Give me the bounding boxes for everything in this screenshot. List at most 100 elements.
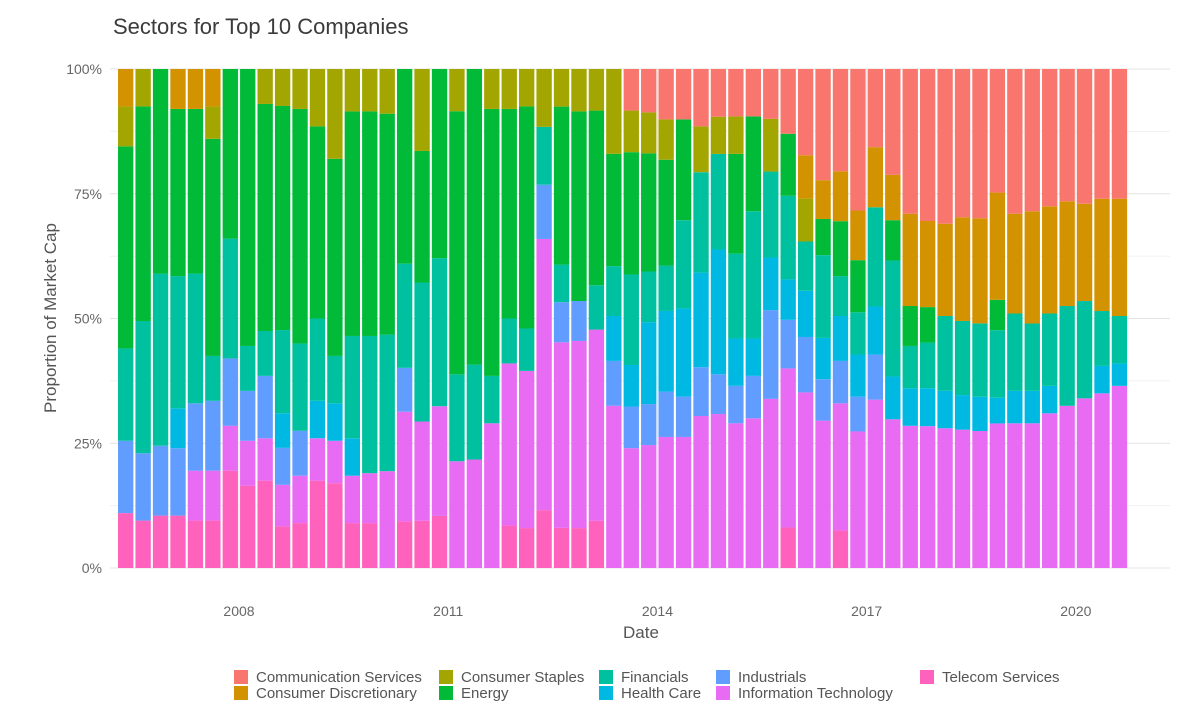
bar-segment-health-care bbox=[170, 408, 186, 449]
bar-segment-consumer-discretionary bbox=[867, 147, 884, 208]
bar-segment-information-technology bbox=[728, 423, 744, 568]
bar-segment-energy bbox=[274, 105, 291, 331]
bar-segment-industrials bbox=[222, 358, 238, 426]
bar-segment-energy bbox=[449, 111, 465, 375]
bar-segment-energy bbox=[623, 152, 639, 275]
legend-swatch bbox=[716, 686, 730, 700]
bar-segment-information-technology bbox=[850, 431, 866, 568]
bar-segment-energy bbox=[780, 133, 796, 196]
bar-segment-energy bbox=[414, 150, 430, 283]
bar-segment-consumer-discretionary bbox=[1059, 201, 1075, 307]
bar-segment-consumer-staples bbox=[519, 69, 535, 107]
bar-segment-consumer-discretionary bbox=[1076, 203, 1093, 302]
bar-segment-financials bbox=[658, 265, 674, 311]
bar-segment-energy bbox=[641, 153, 657, 272]
legend-swatch bbox=[439, 670, 453, 684]
bar-segment-consumer-discretionary bbox=[1024, 211, 1040, 324]
bar-segment-industrials bbox=[867, 354, 884, 400]
bar-segment-information-technology bbox=[362, 473, 378, 524]
legend-item-industrials: Industrials bbox=[716, 669, 806, 686]
legend-swatch bbox=[716, 670, 730, 684]
bar-segment-consumer-staples bbox=[710, 116, 727, 154]
bar-segment-health-care bbox=[867, 306, 884, 355]
bar-segment-communication-services bbox=[1007, 69, 1023, 214]
x-tick-label: 2008 bbox=[223, 603, 254, 619]
bar-segment-communication-services bbox=[780, 69, 796, 134]
bar-segment-financials bbox=[501, 318, 517, 364]
bar-segment-financials bbox=[118, 348, 134, 441]
bar-segment-health-care bbox=[710, 249, 727, 375]
bar-segment-industrials bbox=[728, 385, 744, 424]
bar-segment-communication-services bbox=[815, 69, 831, 181]
bar-segment-industrials bbox=[571, 301, 587, 341]
bar-segment-information-technology bbox=[780, 368, 796, 528]
bar-segment-telecom-services bbox=[240, 485, 256, 568]
bar-segment-health-care bbox=[1042, 385, 1058, 414]
bar-segment-financials bbox=[1094, 311, 1110, 366]
x-tick-labels: 2008 2011 2014 2017 2020 bbox=[223, 603, 1091, 619]
bar-segment-financials bbox=[675, 220, 692, 309]
legend-item-consumer-staples: Consumer Staples bbox=[439, 669, 584, 686]
bar-segment-industrials bbox=[205, 400, 221, 471]
bar-segment-industrials bbox=[292, 430, 308, 476]
bar-segment-communication-services bbox=[745, 69, 761, 117]
bar-segment-financials bbox=[274, 330, 291, 414]
bar-segment-consumer-staples bbox=[449, 69, 465, 112]
bar-segment-information-technology bbox=[571, 340, 587, 529]
bar-segment-telecom-services bbox=[519, 528, 535, 568]
legend-label: Consumer Discretionary bbox=[256, 685, 417, 702]
bar-segment-financials bbox=[623, 274, 639, 365]
bar-segment-health-care bbox=[623, 364, 639, 407]
bar-segment-information-technology bbox=[327, 440, 343, 484]
bar-segment-telecom-services bbox=[588, 520, 605, 568]
bar-segment-information-technology bbox=[344, 475, 360, 524]
bar-segment-energy bbox=[396, 69, 413, 264]
bar-segment-consumer-discretionary bbox=[1042, 206, 1058, 314]
bar-segment-financials bbox=[1059, 306, 1075, 406]
bar-segment-communication-services bbox=[885, 69, 901, 175]
bar-segment-financials bbox=[867, 207, 884, 307]
bar-segment-financials bbox=[205, 355, 221, 401]
bar-segment-financials bbox=[379, 334, 395, 472]
bar-segment-health-care bbox=[1111, 363, 1128, 386]
bar-segment-energy bbox=[588, 110, 605, 286]
bar-segment-financials bbox=[536, 126, 552, 185]
bar-segment-energy bbox=[885, 220, 901, 261]
bar-segment-information-technology bbox=[623, 448, 639, 568]
bar-segment-consumer-staples bbox=[379, 69, 395, 114]
legend-label: Telecom Services bbox=[942, 669, 1060, 686]
bar-segment-information-technology bbox=[553, 342, 570, 528]
y-tick-label: 0% bbox=[82, 560, 102, 576]
bar-segment-communication-services bbox=[641, 69, 657, 113]
bar-segment-consumer-staples bbox=[344, 69, 360, 112]
bar-segment-industrials bbox=[623, 406, 639, 449]
chart-title: Sectors for Top 10 Companies bbox=[113, 14, 409, 39]
bar-segment-communication-services bbox=[658, 69, 674, 120]
bar-segment-financials bbox=[466, 364, 483, 460]
bar-segment-telecom-services bbox=[396, 521, 413, 568]
bar-segment-energy bbox=[519, 106, 535, 329]
bar-segment-industrials bbox=[693, 367, 709, 416]
bar-segment-consumer-staples bbox=[623, 110, 639, 153]
legend-swatch bbox=[599, 686, 613, 700]
bar-segment-industrials bbox=[606, 360, 622, 406]
bar-segment-energy bbox=[362, 111, 378, 336]
bar-segment-industrials bbox=[240, 390, 256, 441]
bar-segment-energy bbox=[431, 69, 448, 259]
bar-segment-energy bbox=[675, 119, 692, 221]
bar-segment-health-care bbox=[937, 390, 953, 429]
bar-segment-communication-services bbox=[919, 69, 936, 221]
bar-segment-energy bbox=[379, 113, 395, 335]
bar-segment-telecom-services bbox=[309, 480, 326, 568]
bar-segment-health-care bbox=[693, 272, 709, 368]
bar-segment-financials bbox=[989, 330, 1006, 398]
bar-segment-consumer-staples bbox=[135, 69, 151, 107]
y-tick-label: 50% bbox=[74, 311, 102, 327]
bar-segment-information-technology bbox=[867, 399, 884, 568]
bar-segment-energy bbox=[222, 69, 238, 239]
bar-segment-health-care bbox=[327, 403, 343, 441]
bar-segment-health-care bbox=[763, 257, 779, 311]
bar-segment-health-care bbox=[728, 338, 744, 386]
bar-segment-communication-services bbox=[710, 69, 727, 117]
